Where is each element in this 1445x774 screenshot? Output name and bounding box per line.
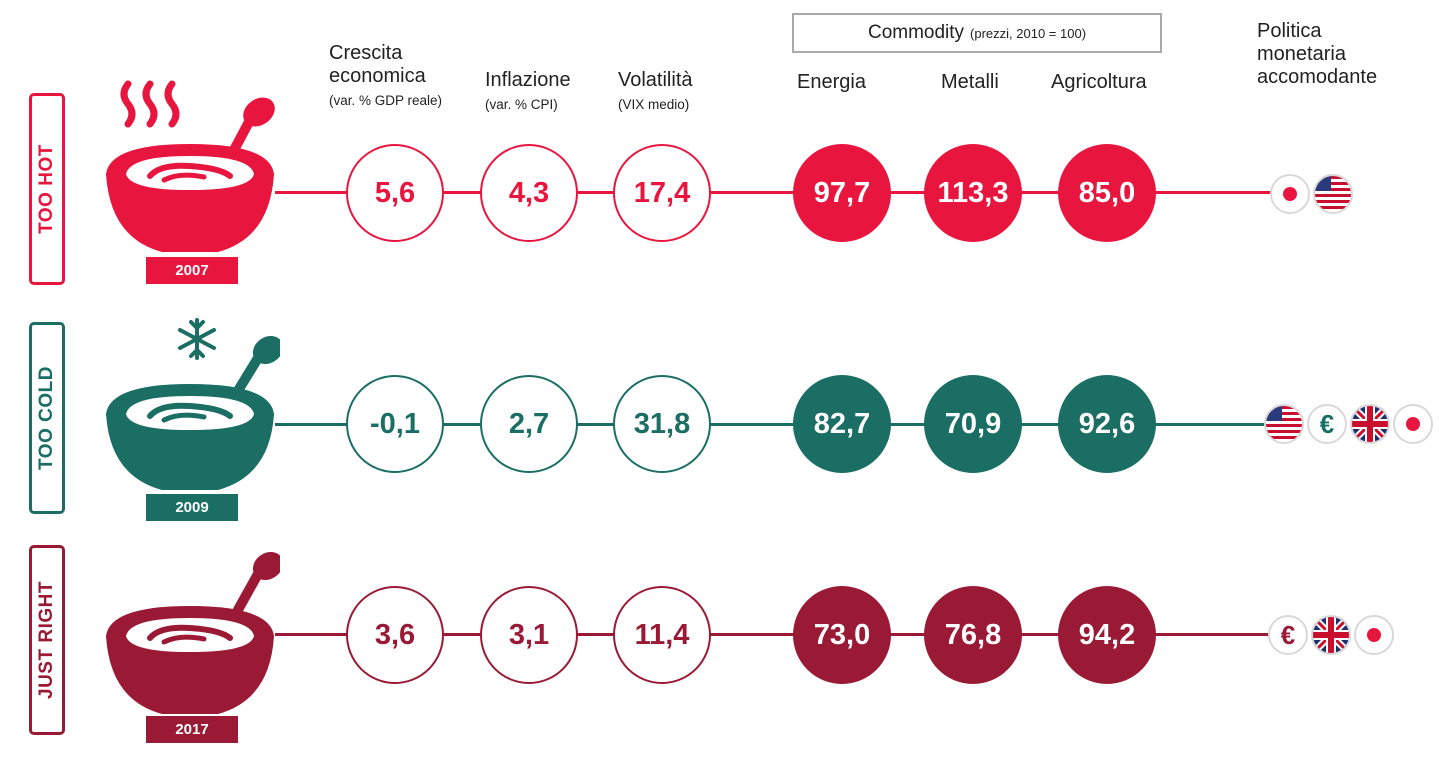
cold-volatility-value: 31,8	[613, 375, 711, 473]
snowflake-icon	[178, 318, 216, 360]
header-policy-line-3: accomodante	[1257, 66, 1378, 88]
header-policy-line-1: Politica	[1257, 20, 1322, 42]
uk-flag-icon	[1311, 615, 1351, 655]
commodity-title: Commodity	[867, 22, 965, 43]
hot-agriculture-value: 85,0	[1058, 144, 1156, 242]
row-cold-connector-line	[275, 423, 1275, 426]
right-metals-value: 76,8	[924, 586, 1022, 684]
euro-icon: €	[1307, 404, 1347, 444]
header-growth-title-1: Crescita	[329, 42, 403, 64]
japan-flag-icon	[1393, 404, 1433, 444]
header-growth-sub: (var. % GDP reale)	[329, 93, 443, 108]
row-label-just-right-text: JUST RIGHT	[36, 581, 57, 699]
us-flag-icon	[1264, 404, 1304, 444]
hot-inflation-value: 4,3	[480, 144, 578, 242]
japan-flag-icon	[1270, 174, 1310, 214]
cold-agriculture-value: 92,6	[1058, 375, 1156, 473]
cold-policy-flags: €	[1264, 404, 1433, 444]
cold-growth-value: -0,1	[346, 375, 444, 473]
row-label-too-cold-text: TOO COLD	[36, 366, 57, 470]
japan-flag-icon	[1354, 615, 1394, 655]
hot-energy-value: 97,7	[793, 144, 891, 242]
header-growth: Crescita economica (var. % GDP reale)	[329, 42, 442, 110]
hot-growth-value: 5,6	[346, 144, 444, 242]
just-right-soup-bowl-icon	[106, 551, 280, 714]
hot-policy-flags	[1270, 174, 1353, 214]
cold-energy-value: 82,7	[793, 375, 891, 473]
right-growth-value: 3,6	[346, 586, 444, 684]
uk-flag-icon	[1350, 404, 1390, 444]
header-inflation-title: Inflazione	[485, 69, 571, 91]
header-volatility: Volatilità (VIX medio)	[618, 69, 693, 114]
header-policy-line-2: monetaria	[1257, 43, 1346, 65]
euro-icon: €	[1268, 615, 1308, 655]
cold-metals-value: 70,9	[924, 375, 1022, 473]
hot-soup-bowl-icon	[106, 80, 275, 252]
header-volatility-title: Volatilità	[618, 69, 693, 91]
us-flag-icon	[1313, 174, 1353, 214]
header-inflation-sub: (var. % CPI)	[485, 97, 558, 112]
right-policy-flags: €	[1268, 615, 1394, 655]
row-label-just-right: JUST RIGHT	[29, 545, 65, 735]
row-label-too-hot-text: TOO HOT	[36, 144, 57, 234]
cold-inflation-value: 2,7	[480, 375, 578, 473]
header-metals: Metalli	[941, 71, 999, 93]
header-policy: Politica monetaria accomodante	[1257, 20, 1377, 89]
header-growth-title-2: economica	[329, 65, 426, 87]
right-agriculture-value: 94,2	[1058, 586, 1156, 684]
header-volatility-sub: (VIX medio)	[618, 97, 690, 112]
row-label-too-hot: TOO HOT	[29, 93, 65, 285]
header-agriculture: Agricoltura	[1051, 71, 1147, 93]
row-right-connector-line	[275, 633, 1275, 636]
cold-soup-bowl-icon	[106, 318, 280, 490]
right-inflation-value: 3,1	[480, 586, 578, 684]
year-badge-2007: 2007	[146, 257, 238, 284]
hot-volatility-value: 17,4	[613, 144, 711, 242]
header-energy: Energia	[797, 71, 866, 93]
hot-metals-value: 113,3	[924, 144, 1022, 242]
header-inflation: Inflazione (var. % CPI)	[485, 69, 571, 114]
right-volatility-value: 11,4	[613, 586, 711, 684]
year-badge-2017: 2017	[146, 716, 238, 743]
commodity-header-box: Commodity (prezzi, 2010 = 100)	[792, 13, 1162, 53]
row-hot-connector-line	[275, 191, 1275, 194]
right-energy-value: 73,0	[793, 586, 891, 684]
commodity-sub: (prezzi, 2010 = 100)	[970, 25, 1087, 41]
row-label-too-cold: TOO COLD	[29, 322, 65, 514]
year-badge-2009: 2009	[146, 494, 238, 521]
